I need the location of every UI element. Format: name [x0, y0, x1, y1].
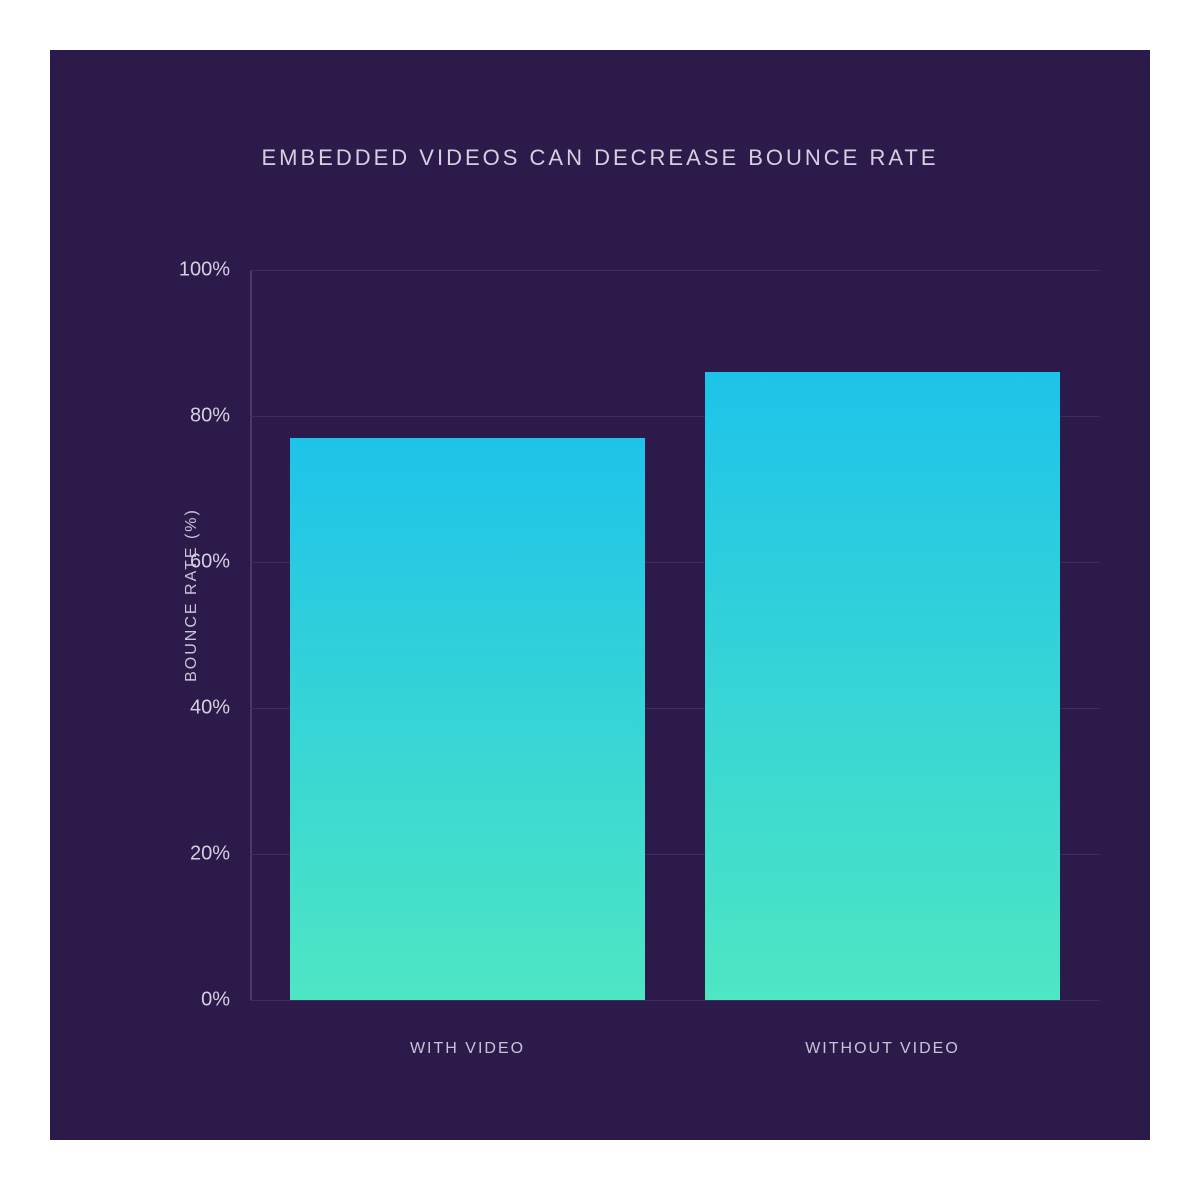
y-tick-label: 60%	[190, 551, 250, 574]
outer-wrap: EMBEDDED VIDEOS CAN DECREASE BOUNCE RATE…	[0, 0, 1200, 1190]
plot-area: 0%20%40%60%80%100%WITH VIDEOWITHOUT VIDE…	[250, 270, 1100, 1000]
y-tick-label: 100%	[179, 259, 250, 282]
gridline	[250, 270, 1100, 271]
bar	[290, 438, 645, 1000]
y-axis-line	[250, 270, 252, 1000]
x-tick-label: WITHOUT VIDEO	[805, 1000, 960, 1058]
gridline	[250, 1000, 1100, 1001]
bar	[705, 372, 1060, 1000]
y-tick-label: 80%	[190, 405, 250, 428]
chart-title: EMBEDDED VIDEOS CAN DECREASE BOUNCE RATE	[50, 145, 1150, 171]
y-axis-label: BOUNCE RATE (%)	[183, 508, 201, 682]
chart-container: EMBEDDED VIDEOS CAN DECREASE BOUNCE RATE…	[50, 50, 1150, 1140]
y-tick-label: 0%	[201, 989, 250, 1012]
x-tick-label: WITH VIDEO	[410, 1000, 525, 1058]
y-tick-label: 40%	[190, 697, 250, 720]
y-tick-label: 20%	[190, 843, 250, 866]
